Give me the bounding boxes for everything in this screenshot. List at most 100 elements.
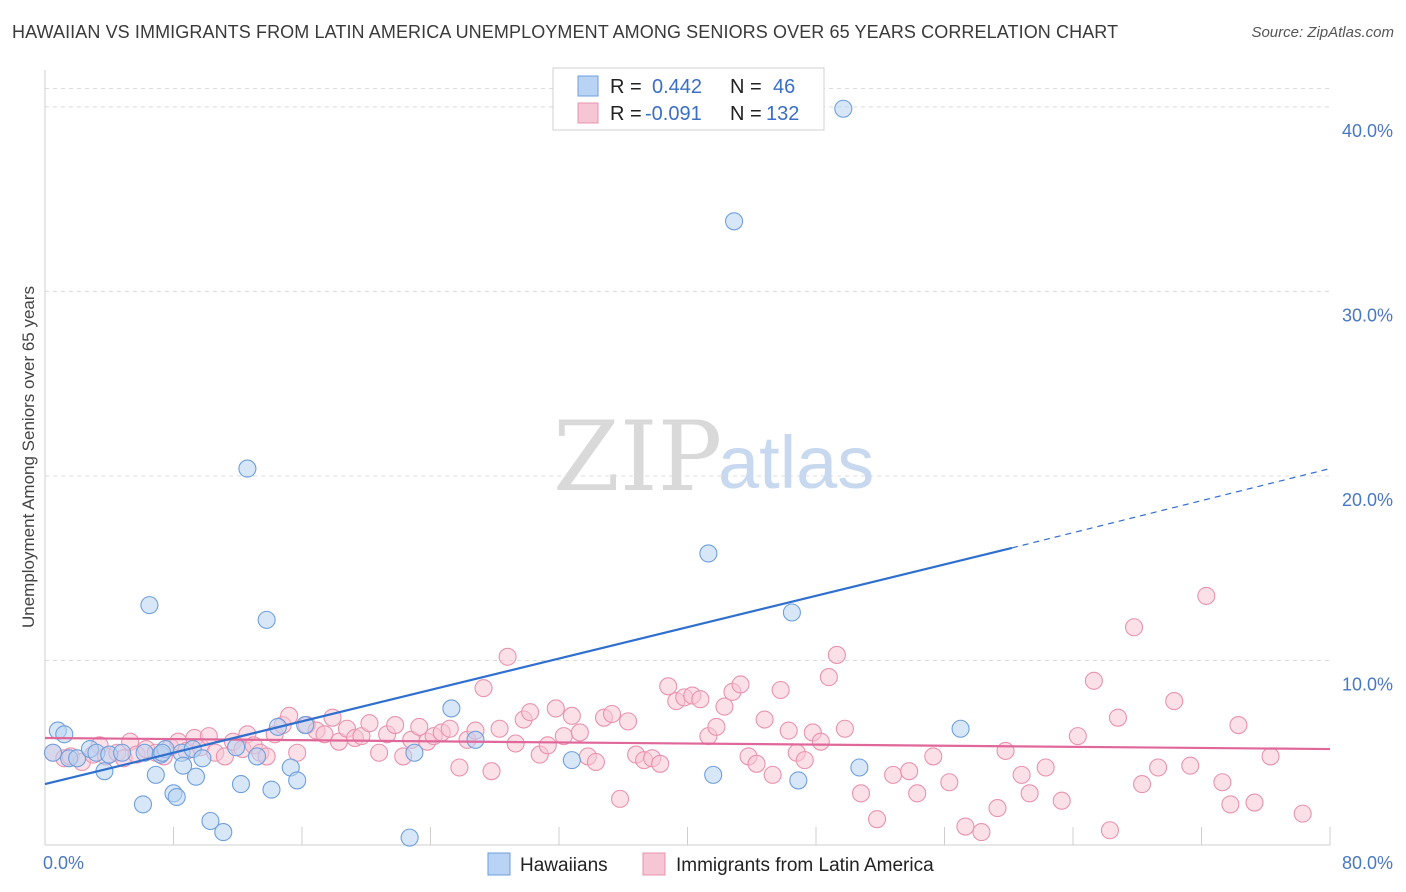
latin-america-point: [763, 765, 782, 784]
hawaiians-point: [133, 795, 153, 814]
legend-label-hawaiians: Hawaiians: [520, 855, 608, 876]
latin-america-point: [570, 723, 589, 742]
legend-swatch-hawaiians: [577, 75, 599, 97]
hawaiians-point: [262, 780, 281, 799]
latin-america-point: [506, 734, 525, 753]
hawaiians-trend-line: [44, 546, 1013, 786]
latin-america-point: [884, 765, 903, 784]
latin-america-point: [691, 690, 710, 709]
hawaiians-point: [146, 765, 165, 784]
hawaiians-point: [400, 828, 419, 847]
latin-america-point: [315, 725, 334, 744]
latin-america-point: [360, 714, 379, 733]
x-tick-labels: 0.0% 80.0%: [43, 853, 1393, 873]
latin-america-point: [651, 754, 670, 773]
latin-america-point: [1124, 618, 1144, 637]
latin-america-point: [900, 762, 919, 781]
latin-america-point: [707, 717, 726, 736]
y-tick-label: 10.0%: [1342, 674, 1393, 694]
latin-america-point: [715, 697, 734, 716]
latin-america-point: [619, 712, 638, 731]
latin-america-point: [1012, 765, 1031, 784]
legend-n-label-latin-america: N =: [730, 103, 762, 125]
hawaiians-point: [699, 544, 718, 563]
latin-america-point: [1181, 756, 1200, 775]
watermark: ZIP atlas: [553, 401, 874, 513]
correlation-legend: R = 0.442 N = 46 R = -0.091 N = 132: [552, 67, 825, 131]
hawaiians-point: [562, 751, 581, 770]
latin-america-point: [779, 721, 798, 740]
latin-america-point: [586, 752, 605, 772]
series-hawaiians-points: [43, 99, 970, 847]
chart-source: Source: ZipAtlas.com: [1251, 24, 1394, 41]
y-tick-label: 20.0%: [1342, 490, 1393, 510]
latin-america-point: [498, 647, 517, 666]
legend-label-latin-america: Immigrants from Latin America: [676, 855, 934, 876]
latin-america-point: [1165, 692, 1184, 711]
hawaiians-point: [257, 610, 276, 629]
latin-america-point: [996, 741, 1015, 760]
watermark-zip: ZIP: [553, 401, 722, 513]
latin-america-point: [795, 751, 814, 770]
latin-america-point: [819, 668, 838, 687]
y-tick-label: 30.0%: [1342, 305, 1393, 325]
latin-america-point: [851, 784, 871, 803]
latin-america-point: [1020, 784, 1039, 803]
latin-america-point: [659, 677, 678, 696]
latin-america-point: [1261, 747, 1280, 766]
latin-america-point: [610, 789, 630, 808]
latin-america-point: [1197, 586, 1216, 605]
latin-america-point: [1213, 773, 1232, 792]
latin-america-trend-line: [44, 736, 1331, 751]
latin-america-point: [490, 719, 509, 738]
latin-america-point: [867, 810, 887, 829]
latin-america-point: [747, 754, 766, 773]
latin-america-point: [972, 823, 991, 842]
latin-america-point: [482, 762, 501, 781]
hawaiians-point: [227, 738, 246, 757]
latin-america-point: [956, 817, 975, 836]
latin-america-point: [908, 784, 927, 803]
latin-america-point: [1068, 727, 1087, 746]
hawaiians-point: [405, 743, 424, 762]
latin-america-point: [1221, 795, 1240, 814]
legend-swatch-latin-america: [577, 102, 599, 124]
legend-r-label-hawaiians: R =: [610, 76, 642, 98]
y-tick-label: 40.0%: [1342, 121, 1393, 141]
legend-n-value-hawaiians: 46: [773, 76, 795, 98]
legend-r-value-latin-america: -0.091: [645, 103, 702, 125]
legend-swatch-hawaiians-bottom: [487, 852, 511, 876]
hawaiians-point: [951, 719, 970, 738]
grid-lines: [45, 87, 1330, 661]
latin-america-point: [755, 710, 774, 729]
legend-r-label-latin-america: R =: [610, 103, 642, 125]
hawaiians-trend-extension: [1011, 467, 1331, 549]
hawaiians-point: [68, 749, 87, 768]
hawaiians-point: [789, 771, 808, 790]
latin-america-point: [1229, 716, 1248, 735]
hawaiians-point: [238, 459, 257, 478]
latin-america-point: [386, 716, 405, 735]
watermark-atlas: atlas: [718, 421, 874, 504]
hawaiians-point: [43, 743, 63, 762]
series-latin-america-points: [43, 586, 1312, 842]
hawaiians-point: [201, 811, 220, 831]
latin-america-point: [940, 773, 959, 792]
latin-america-point: [474, 679, 493, 698]
latin-america-point: [827, 645, 846, 664]
latin-america-point: [450, 758, 469, 777]
hawaiians-point: [231, 775, 251, 794]
x-tick-label: 80.0%: [1342, 853, 1393, 873]
latin-america-point: [562, 706, 581, 725]
latin-america-point: [546, 699, 565, 718]
hawaiians-point: [113, 743, 132, 762]
latin-america-point: [731, 675, 750, 694]
hawaiians-point: [442, 699, 461, 718]
hawaiians-point: [214, 823, 233, 842]
latin-america-point: [988, 799, 1007, 818]
hawaiians-point: [247, 747, 267, 766]
latin-america-point: [1100, 821, 1119, 840]
hawaiians-point: [466, 730, 485, 749]
x-tick-label: 0.0%: [43, 853, 84, 873]
